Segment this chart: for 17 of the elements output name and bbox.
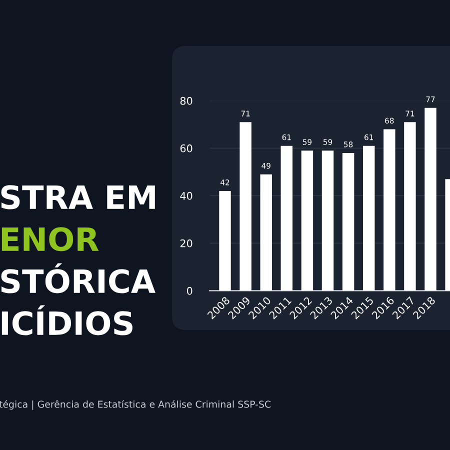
bar: [342, 152, 354, 291]
bar: [260, 174, 272, 291]
bar: [404, 122, 416, 291]
bar: [384, 129, 396, 291]
y-tick-label: 40: [180, 192, 192, 200]
bar: [424, 108, 436, 291]
y-tick-label: 60: [180, 144, 192, 152]
y-tick-label: 80: [180, 96, 192, 105]
bar: [280, 146, 293, 291]
text: STRA EM ENOR STÓRICA ICÍDIOS: [1, 185, 156, 336]
bar: [322, 150, 334, 291]
bar: [240, 122, 252, 291]
y-tick-label: 20: [180, 239, 192, 248]
y-tick-label: 0: [186, 286, 192, 295]
bar: [301, 150, 314, 291]
bar: [219, 190, 231, 291]
bar: [362, 146, 375, 291]
